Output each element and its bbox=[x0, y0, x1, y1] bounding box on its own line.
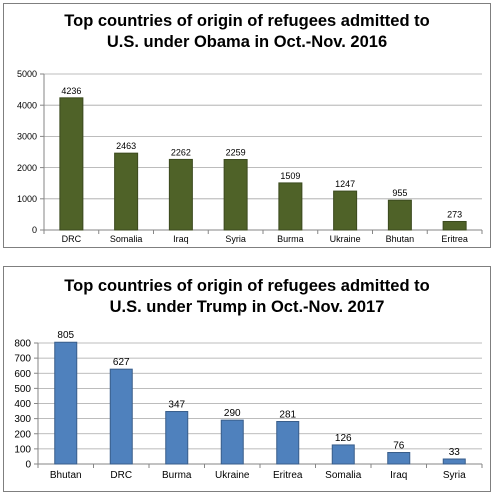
bar bbox=[168, 158, 193, 231]
bar bbox=[114, 152, 139, 231]
y-tick-label: 0 bbox=[25, 460, 31, 471]
y-tick-label: 500 bbox=[14, 384, 31, 395]
category-label: DRC bbox=[62, 234, 82, 244]
chart-title-line-1: Top countries of origin of refugees admi… bbox=[64, 277, 430, 295]
data-label: 955 bbox=[392, 188, 407, 198]
category-label: Iraq bbox=[390, 470, 407, 481]
y-tick-label: 1000 bbox=[17, 194, 37, 204]
data-label: 4236 bbox=[61, 86, 81, 96]
category-label: Ukraine bbox=[215, 470, 250, 481]
data-label: 290 bbox=[224, 408, 241, 419]
category-label: Syria bbox=[443, 470, 466, 481]
data-label: 1247 bbox=[335, 179, 355, 189]
y-tick-label: 5000 bbox=[17, 69, 37, 79]
data-label: 347 bbox=[168, 400, 185, 411]
data-label: 273 bbox=[447, 209, 462, 219]
y-tick-label: 0 bbox=[32, 225, 37, 235]
bar bbox=[220, 419, 244, 465]
bar bbox=[109, 368, 133, 465]
bar bbox=[442, 220, 467, 231]
chart-panel-obama-2016: Top countries of origin of refugees admi… bbox=[3, 3, 491, 248]
category-label: Eritrea bbox=[441, 234, 468, 244]
data-label: 2262 bbox=[171, 147, 191, 157]
chart-title-line-2: U.S. under Trump in Oct.-Nov. 2017 bbox=[109, 298, 385, 316]
y-tick-label: 2000 bbox=[17, 163, 37, 173]
y-tick-label: 100 bbox=[14, 444, 31, 455]
bar bbox=[223, 159, 248, 231]
category-label: Eritrea bbox=[273, 470, 303, 481]
category-label: Bhutan bbox=[50, 470, 82, 481]
bar bbox=[54, 341, 78, 465]
category-label: Bhutan bbox=[386, 234, 415, 244]
bar bbox=[333, 190, 358, 231]
chart-title-line-2: U.S. under Obama in Oct.-Nov. 2016 bbox=[106, 33, 388, 51]
bar bbox=[59, 97, 84, 231]
bar bbox=[387, 452, 411, 465]
category-label: Ukraine bbox=[330, 234, 361, 244]
bar bbox=[278, 182, 303, 231]
category-label: Iraq bbox=[173, 234, 189, 244]
bar bbox=[165, 411, 189, 465]
bar bbox=[442, 458, 466, 465]
data-label: 805 bbox=[57, 330, 74, 341]
chart-title: Top countries of origin of refugees admi… bbox=[4, 276, 490, 318]
category-label: Somalia bbox=[110, 234, 143, 244]
bar-chart-trump-2017: 0 100 200 300 400 500 600 700 800 805 Bhutan 627 DRC… bbox=[14, 330, 483, 481]
data-label: 126 bbox=[335, 433, 352, 444]
y-tick-label: 700 bbox=[14, 354, 31, 365]
y-tick-label: 400 bbox=[14, 399, 31, 410]
y-tick-label: 3000 bbox=[17, 132, 37, 142]
chart-title: Top countries of origin of refugees admi… bbox=[4, 11, 490, 53]
data-label: 627 bbox=[113, 357, 130, 368]
bar bbox=[331, 444, 355, 465]
chart-panel-trump-2017: Top countries of origin of refugees admi… bbox=[3, 266, 491, 492]
chart-title-line-1: Top countries of origin of refugees admi… bbox=[64, 12, 430, 30]
y-tick-label: 800 bbox=[14, 339, 31, 350]
category-label: Burma bbox=[277, 234, 304, 244]
category-label: Somalia bbox=[325, 470, 362, 481]
category-label: Burma bbox=[162, 470, 192, 481]
bar bbox=[387, 199, 412, 231]
data-label: 2259 bbox=[226, 148, 246, 158]
data-label: 76 bbox=[393, 441, 405, 452]
data-label: 1509 bbox=[280, 171, 300, 181]
bar-chart-obama-2016: 0 1000 2000 3000 4000 5000 4236 DRC 2463 Somalia 2… bbox=[17, 69, 483, 244]
y-tick-label: 200 bbox=[14, 429, 31, 440]
category-label: DRC bbox=[110, 470, 132, 481]
y-tick-label: 4000 bbox=[17, 100, 37, 110]
bar bbox=[276, 420, 300, 465]
data-label: 33 bbox=[449, 447, 461, 458]
data-label: 281 bbox=[279, 409, 296, 420]
category-label: Syria bbox=[225, 234, 246, 244]
y-tick-label: 300 bbox=[14, 414, 31, 425]
y-tick-label: 600 bbox=[14, 369, 31, 380]
data-label: 2463 bbox=[116, 141, 136, 151]
